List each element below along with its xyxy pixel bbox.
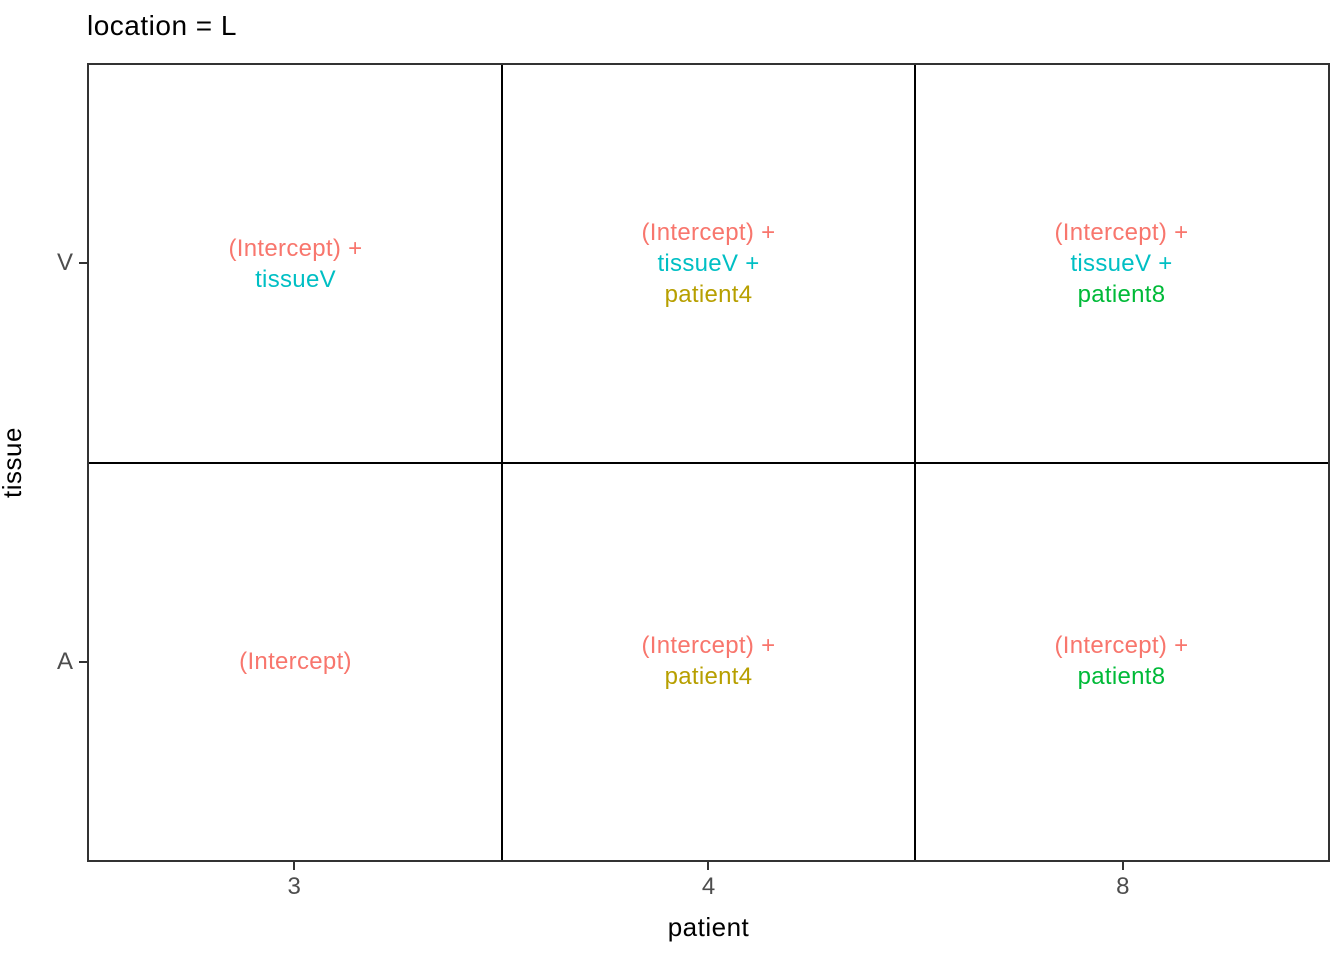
x-tick-mark	[293, 862, 296, 870]
cell-term-line: patient8	[1077, 281, 1166, 309]
x-tick-4: 4	[501, 862, 915, 912]
cell-term-line: tissueV	[255, 265, 336, 293]
cell-term-line: (Intercept) +	[228, 234, 363, 262]
x-tick-3: 3	[87, 862, 501, 912]
x-tick-8: 8	[916, 862, 1330, 912]
cell-term-line: patient4	[664, 663, 753, 691]
facet-cell-A-3: (Intercept)	[89, 463, 502, 861]
y-tick-label: A	[56, 648, 73, 676]
y-tick-label: V	[56, 248, 73, 276]
x-tick-mark	[707, 862, 710, 870]
x-tick-label: 3	[287, 873, 301, 900]
facet-cell-V-3: (Intercept) + tissueV	[89, 65, 502, 463]
facet-cell-V-4: (Intercept) + tissueV + patient4	[502, 65, 915, 463]
cell-term-text: (Intercept)	[239, 646, 352, 677]
cell-term-line: patient8	[1077, 663, 1166, 691]
cell-term-text: (Intercept) + tissueV	[229, 233, 363, 295]
x-tick-label: 8	[1116, 873, 1130, 900]
cell-term-line: (Intercept) +	[1054, 632, 1189, 660]
cell-term-line: (Intercept) +	[641, 219, 776, 247]
cell-term-line: (Intercept) +	[1054, 219, 1189, 247]
y-tick-V: V	[0, 63, 87, 463]
panel-divider-horizontal-1	[89, 461, 1328, 464]
plot-title: location = L	[87, 10, 237, 41]
cell-term-text: (Intercept) + tissueV + patient8	[1055, 217, 1189, 310]
cell-term-line: tissueV +	[1070, 250, 1173, 278]
plot-panel: (Intercept) + tissueV (Intercept) + tissueV…	[87, 63, 1330, 862]
y-axis-title-text: tissue	[0, 426, 27, 498]
x-tick-mark	[1121, 862, 1124, 870]
x-axis-title: patient	[667, 912, 750, 942]
cell-term-line: (Intercept)	[239, 647, 352, 675]
facet-cell-V-8: (Intercept) + tissueV + patient8	[915, 65, 1328, 463]
cell-term-line: tissueV +	[657, 250, 760, 278]
cell-term-text: (Intercept) + patient8	[1055, 630, 1189, 692]
cell-term-line: patient4	[664, 281, 753, 309]
y-tick-A: A	[0, 463, 87, 863]
facet-cells: (Intercept) + tissueV (Intercept) + tissueV…	[89, 65, 1328, 860]
cell-term-text: (Intercept) + tissueV + patient4	[642, 217, 776, 310]
cell-term-text: (Intercept) + patient4	[642, 630, 776, 692]
y-tick-mark	[79, 261, 87, 264]
facet-cell-A-4: (Intercept) + patient4	[502, 463, 915, 861]
facet-cell-A-8: (Intercept) + patient8	[915, 463, 1328, 861]
x-tick-label: 4	[701, 873, 716, 900]
cell-term-line: (Intercept) +	[641, 632, 776, 660]
x-axis-ticks: 3 4 8	[87, 862, 1330, 912]
y-tick-mark	[79, 661, 87, 664]
